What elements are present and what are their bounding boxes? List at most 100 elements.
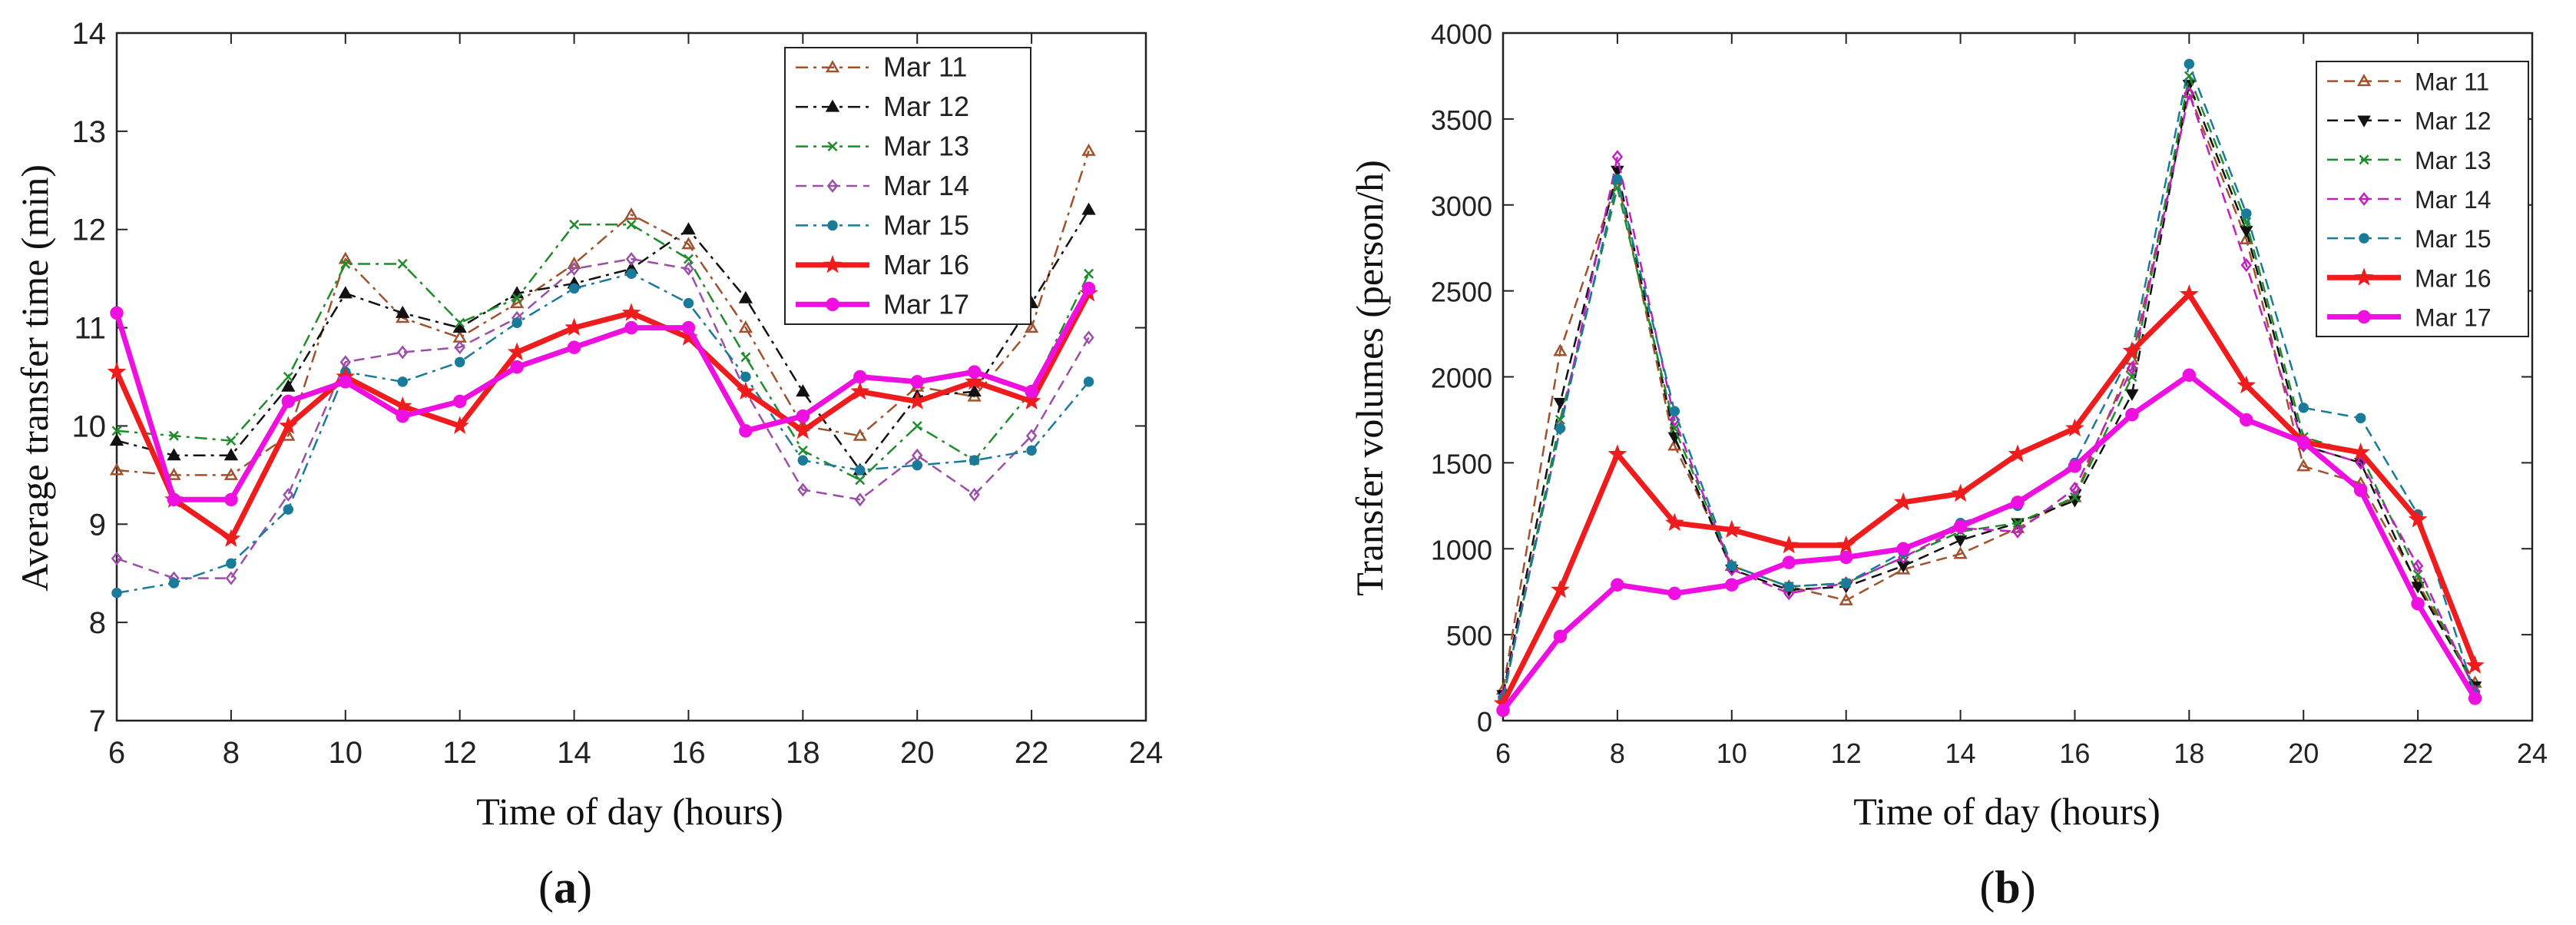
data-point (221, 529, 241, 547)
data-point (1496, 703, 1510, 718)
data-point (1611, 578, 1624, 592)
data-point (107, 362, 127, 380)
legend-marker (2354, 267, 2374, 286)
legend-label: Mar 13 (2415, 147, 2492, 174)
data-point (279, 416, 298, 434)
data-point (565, 317, 584, 337)
data-point (855, 465, 866, 476)
data-point (796, 384, 810, 397)
data-point (2068, 459, 2082, 473)
x-tick-label: 6 (108, 736, 125, 770)
data-point (1667, 586, 1682, 601)
y-tick-label: 9 (89, 508, 106, 542)
series-line (116, 151, 1090, 476)
legend-label: Mar 14 (2415, 186, 2492, 214)
x-axis-label-b: Time of day (hours) (1853, 790, 2160, 833)
data-point (109, 433, 124, 446)
legend-marker (826, 297, 839, 312)
legend-marker (2359, 154, 2369, 165)
data-point (339, 375, 353, 389)
legend-label: Mar 12 (2415, 108, 2492, 135)
legend-label: Mar 15 (883, 209, 969, 240)
y-tick-label: 0 (1477, 706, 1492, 738)
data-point (1783, 586, 1795, 601)
data-point (2069, 481, 2081, 496)
data-point (2240, 258, 2252, 273)
y-tick-label: 11 (74, 312, 106, 346)
data-point (2408, 509, 2428, 528)
data-point (512, 317, 522, 328)
x-tick-label: 18 (786, 736, 820, 770)
data-point (2465, 655, 2485, 674)
data-point (1026, 445, 1037, 456)
data-point (1669, 406, 1680, 416)
data-point (681, 237, 696, 250)
data-point (454, 340, 465, 355)
series-line (116, 272, 1090, 595)
data-point (683, 297, 694, 309)
x-tick-label: 20 (2288, 738, 2319, 769)
data-point (2296, 459, 2311, 472)
y-tick-label: 2500 (1431, 277, 1492, 308)
x-tick-label: 24 (2517, 738, 2548, 769)
data-point (223, 448, 239, 461)
y-tick-label: 14 (72, 17, 107, 51)
data-point (1951, 483, 1970, 502)
legend-marker (2359, 233, 2369, 244)
data-point (1081, 281, 1096, 296)
legend-marker (825, 60, 840, 73)
data-point (967, 384, 982, 397)
data-point (1553, 629, 1568, 644)
data-point (1083, 330, 1094, 345)
data-point (2411, 597, 2425, 611)
data-point (1084, 268, 1094, 279)
data-point (1839, 550, 1853, 565)
data-point (2069, 492, 2080, 502)
series-line (116, 209, 1090, 472)
data-point (168, 430, 179, 441)
data-point (283, 372, 293, 382)
data-point (2298, 403, 2309, 413)
data-point (793, 420, 813, 439)
data-point (568, 283, 580, 294)
data-point (1665, 512, 1684, 532)
data-point (1608, 444, 1627, 462)
data-point (397, 258, 408, 269)
data-point (340, 258, 351, 269)
series-line (1502, 83, 2476, 695)
data-point (850, 381, 870, 400)
data-point (509, 296, 525, 309)
data-point (2468, 691, 2482, 705)
data-point (2237, 375, 2256, 394)
data-point (2184, 86, 2195, 101)
series-a-mar-11 (109, 143, 1096, 480)
legend-marker (823, 254, 843, 274)
data-point (681, 222, 696, 235)
x-tick-label: 20 (900, 736, 935, 770)
data-point (910, 375, 924, 389)
series-line (1502, 63, 2476, 699)
data-point (1839, 592, 1853, 605)
data-point (738, 320, 753, 333)
data-point (1081, 202, 1096, 215)
legend-label: Mar 17 (2415, 303, 2492, 331)
data-point (796, 409, 810, 423)
data-point (338, 286, 353, 299)
series-b-mar-16 (1493, 284, 2485, 712)
data-point (512, 293, 522, 303)
legend-marker (827, 141, 838, 152)
legend-a: Mar 11 Mar 12 Mar 13 Mar 14 Mar 15 Mar 16 Mar … (784, 47, 1031, 325)
data-point (167, 492, 181, 507)
data-point (797, 445, 808, 456)
data-point (1893, 492, 1913, 511)
data-point (1083, 376, 1094, 387)
data-point (624, 320, 638, 335)
x-tick-label: 8 (223, 736, 240, 770)
panel-label-b: (b) (1979, 862, 2035, 913)
data-point (854, 492, 866, 507)
data-point (396, 409, 409, 423)
data-point (2240, 226, 2253, 238)
data-point (111, 588, 122, 598)
data-point (454, 356, 465, 368)
